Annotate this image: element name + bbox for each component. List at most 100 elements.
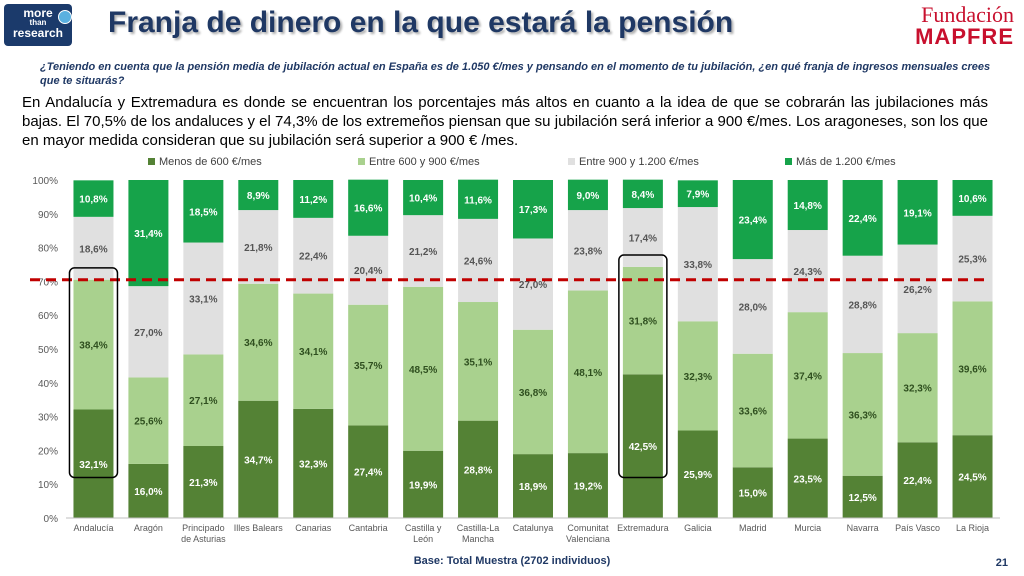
data-label: 32,3% [903, 384, 931, 395]
bar-segment [183, 446, 224, 518]
legend-label: Entre 600 y 900 €/mes [369, 156, 480, 168]
brand-line-2: MAPFRE [915, 24, 1014, 49]
data-label: 25,3% [958, 255, 986, 266]
data-label: 7,9% [686, 190, 709, 201]
fundacion-mapfre-logo: Fundación MAPFRE [915, 4, 1014, 48]
x-tick-label: Comunitat [567, 523, 609, 533]
data-label: 10,4% [409, 194, 437, 205]
bar-segment [513, 329, 553, 455]
x-tick-label: Extremadura [617, 523, 669, 533]
data-label: 25,9% [684, 470, 712, 481]
bar-segment [238, 283, 279, 401]
data-label: 8,4% [631, 190, 654, 201]
data-label: 37,4% [794, 371, 822, 382]
legend-swatch [785, 158, 792, 165]
bar-segment [677, 207, 718, 322]
bar-segment [128, 286, 169, 378]
x-tick-label: Principado [182, 523, 225, 533]
bar-segment [677, 180, 718, 208]
highlight-box [618, 254, 668, 479]
bar-segment [73, 216, 114, 280]
data-label: 12,5% [848, 493, 876, 504]
bar-segment [238, 400, 279, 518]
x-tick-label: Canarias [295, 523, 332, 533]
logo-globe-icon [58, 10, 72, 24]
bar-segment [787, 180, 828, 231]
bar-segment [183, 354, 224, 447]
bar-segment [183, 180, 224, 243]
bar-segment [842, 353, 883, 476]
bar-segment [458, 179, 499, 219]
bar-segment [73, 279, 114, 410]
bar-segment [567, 179, 608, 211]
x-tick-label: León [413, 534, 433, 544]
legend-swatch [568, 158, 575, 165]
data-label: 48,5% [409, 365, 437, 376]
data-label: 34,6% [244, 338, 272, 349]
data-label: 21,8% [244, 243, 272, 254]
bar-segment [677, 430, 718, 518]
data-label: 22,4% [903, 476, 931, 487]
bar-segment [293, 293, 334, 409]
data-label: 17,4% [629, 233, 657, 244]
data-label: 36,8% [519, 388, 547, 399]
data-label: 27,1% [189, 396, 217, 407]
stacked-bar-chart: Menos de 600 €/mes Entre 600 y 900 €/mes E… [30, 156, 1000, 544]
x-tick-label: Illes Balears [234, 523, 284, 533]
more-than-research-logo: more than research [4, 4, 72, 46]
data-label: 21,3% [189, 478, 217, 489]
bar-segment [952, 435, 993, 518]
logo-line-2: than [29, 18, 47, 27]
data-label: 28,0% [739, 302, 767, 313]
data-label: 35,7% [354, 361, 382, 372]
y-tick-label: 40% [38, 379, 58, 390]
bar-segment [897, 180, 938, 245]
bar-segment [622, 266, 663, 375]
bar-segment [567, 210, 608, 291]
x-tick-label: Galicia [684, 523, 712, 533]
x-tick-label: Andalucía [73, 523, 113, 533]
data-label: 15,0% [739, 489, 767, 500]
bar-segment [842, 475, 883, 518]
x-tick-label: Navarra [847, 523, 879, 533]
legend-swatch [148, 158, 155, 165]
y-tick-label: 0% [44, 514, 59, 525]
y-tick-label: 30% [38, 413, 58, 424]
bar-segment [732, 180, 773, 260]
x-tick-label: Cantabria [349, 523, 388, 533]
bar-segment [897, 244, 938, 334]
bar-segment [293, 408, 334, 518]
data-label: 18,5% [189, 207, 217, 218]
bar-segment [403, 180, 444, 216]
bar-segment [622, 374, 663, 518]
bar-segment [238, 180, 279, 211]
bar-segment [842, 255, 883, 354]
data-label: 23,5% [794, 474, 822, 485]
x-tick-label: País Vasco [895, 523, 940, 533]
data-label: 24,6% [464, 256, 492, 267]
data-label: 19,2% [574, 482, 602, 493]
bar-segment [952, 180, 993, 216]
bar-segment [348, 425, 389, 518]
bar-segment [622, 208, 663, 267]
data-label: 27,4% [354, 468, 382, 479]
data-label: 16,0% [134, 487, 162, 498]
data-label: 42,5% [629, 442, 657, 453]
data-label: 8,9% [247, 191, 270, 202]
data-label: 21,2% [409, 247, 437, 258]
bar-segment [293, 180, 334, 218]
x-tick-label: Valenciana [566, 534, 610, 544]
bar-segment [787, 312, 828, 439]
data-label: 11,6% [464, 195, 492, 206]
data-label: 18,6% [79, 244, 107, 255]
bar-segment [73, 180, 114, 217]
data-label: 17,3% [519, 205, 547, 216]
base-note: Base: Total Muestra (2702 individuos) [413, 555, 611, 567]
page-number: 21 [995, 557, 1008, 569]
bar-segment [128, 180, 169, 287]
logo-line-3: research [12, 26, 64, 40]
bar-segment [732, 353, 773, 468]
data-label: 28,8% [464, 465, 492, 476]
data-label: 18,9% [519, 482, 547, 493]
bar-segment [897, 442, 938, 518]
